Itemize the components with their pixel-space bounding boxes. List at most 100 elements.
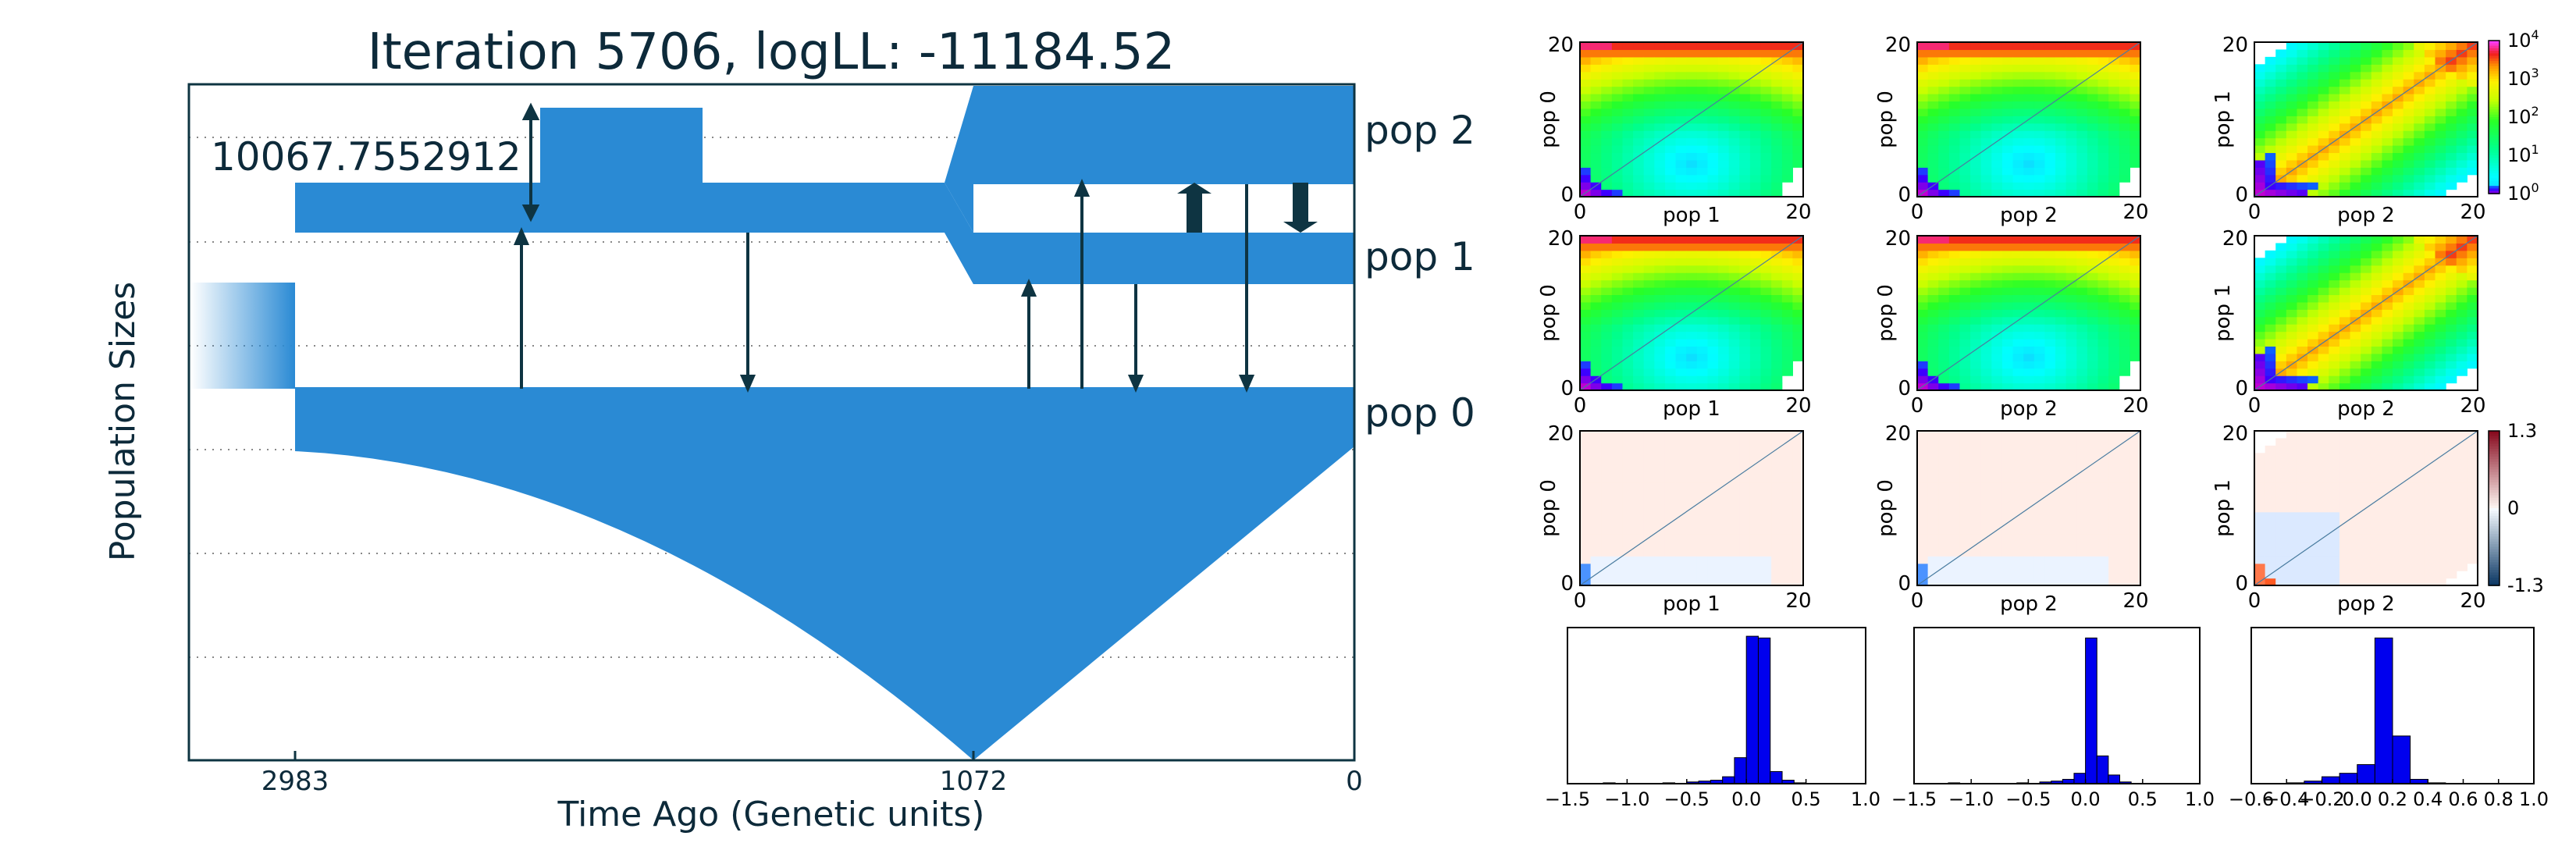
heat-cell xyxy=(1654,79,1666,87)
heat-cell xyxy=(1707,301,1719,310)
heat-cell xyxy=(2076,504,2088,513)
heat-cell xyxy=(1948,431,1961,439)
heat-cell xyxy=(2065,236,2077,244)
heat-cell xyxy=(2435,375,2446,384)
heat-cell xyxy=(2097,331,2109,340)
heat-cell xyxy=(1917,431,1929,439)
heat-cell xyxy=(1601,272,1613,281)
heat-cell xyxy=(1781,368,1793,376)
heat-cell xyxy=(2424,563,2436,571)
heat-cell xyxy=(1707,316,1719,325)
heat-cell xyxy=(2275,49,2287,58)
heat-cell xyxy=(1760,541,1772,550)
heat-cell xyxy=(2129,108,2141,116)
heat-cell xyxy=(2265,159,2276,168)
heat-cell xyxy=(1959,324,1971,333)
heat-cell xyxy=(1707,243,1719,251)
heat-cell xyxy=(2044,265,2056,273)
heat-cell xyxy=(1664,541,1677,550)
heat-cell xyxy=(2254,541,2266,550)
heat-cell xyxy=(1707,258,1719,266)
heat-cell xyxy=(1686,265,1698,273)
heat-cell xyxy=(1622,468,1634,476)
heat-cell xyxy=(1771,482,1783,491)
heat-cell xyxy=(2350,182,2361,190)
heat-cell xyxy=(1948,287,1961,296)
heat-cell xyxy=(1622,571,1634,579)
heat-cell xyxy=(2023,526,2035,535)
heat-cell xyxy=(2424,94,2436,102)
heat-cell xyxy=(2055,116,2067,124)
heat-cell xyxy=(2318,94,2329,102)
heat-cell xyxy=(2393,64,2404,73)
heat-cell xyxy=(1633,86,1645,94)
heat-cell xyxy=(1917,331,1929,340)
heat-cell xyxy=(1601,116,1613,124)
heat-cell xyxy=(1917,361,1929,369)
heat-cell xyxy=(1707,236,1719,244)
demography-ylabel: Population Sizes xyxy=(103,282,143,561)
heat-cell xyxy=(2076,534,2088,542)
heat-cell xyxy=(1760,250,1772,258)
heat-cell xyxy=(2076,496,2088,505)
heat-cell xyxy=(2065,482,2077,491)
heat-cell xyxy=(1654,339,1666,347)
heat-cell xyxy=(1664,375,1677,384)
heat-cell xyxy=(2350,137,2361,146)
heat-cell xyxy=(2065,301,2077,310)
heat-cell xyxy=(2254,309,2266,318)
heat-cell xyxy=(2339,265,2351,273)
heat-cell xyxy=(1601,64,1613,73)
heat-cell xyxy=(1917,182,1929,190)
heat-cell xyxy=(1622,130,1634,139)
ytick-label: 20 xyxy=(1885,227,1911,251)
heat-cell xyxy=(2286,174,2298,183)
heat-cell xyxy=(1590,258,1602,266)
heat-cell xyxy=(2097,123,2109,131)
heat-cell xyxy=(1781,556,1793,564)
heat-cell xyxy=(1749,361,1762,369)
heat-cell xyxy=(2424,346,2436,354)
heat-cell xyxy=(2297,294,2308,303)
colorbar-segment xyxy=(2489,539,2500,542)
heat-cell xyxy=(2393,445,2404,454)
heat-cell xyxy=(2265,534,2276,542)
heat-cell xyxy=(1970,309,1982,318)
heat-cell xyxy=(1675,331,1687,340)
heat-cell xyxy=(1728,489,1740,498)
heat-cell xyxy=(2329,382,2340,391)
heat-cell xyxy=(2012,294,2024,303)
heat-cell xyxy=(2297,556,2308,564)
heat-cell xyxy=(1771,159,1783,168)
heat-cell xyxy=(1781,519,1793,528)
colorbar-tick-label: 0 xyxy=(2507,497,2519,519)
heat-cell xyxy=(1643,468,1655,476)
panel-frame xyxy=(2254,41,2478,197)
heat-cell xyxy=(2012,571,2024,579)
heat-cell xyxy=(2424,56,2436,65)
heat-cell xyxy=(1707,556,1719,564)
heat-cell xyxy=(1611,71,1624,80)
heat-cell xyxy=(2097,504,2109,513)
heat-cell xyxy=(1917,548,1929,557)
heat-cell xyxy=(2097,346,2109,354)
heat-cell xyxy=(2033,130,2046,139)
heat-cell xyxy=(1948,482,1961,491)
heat-cell xyxy=(1927,431,1939,439)
heat-cell xyxy=(2001,42,2014,51)
heat-cell xyxy=(1948,526,1961,535)
heat-cell xyxy=(1654,511,1666,520)
heat-cell xyxy=(1601,382,1613,391)
heat-cell xyxy=(1696,309,1709,318)
heat-cell xyxy=(1707,116,1719,124)
heat-cell xyxy=(1948,301,1961,310)
heat-cell xyxy=(2318,167,2329,176)
heat-cell xyxy=(2329,250,2340,258)
heat-cell xyxy=(2097,294,2109,303)
heat-cell xyxy=(1707,438,1719,446)
heat-cell xyxy=(1654,489,1666,498)
heat-cell xyxy=(2414,265,2425,273)
heat-cell xyxy=(1917,511,1929,520)
heat-cell xyxy=(1707,453,1719,461)
